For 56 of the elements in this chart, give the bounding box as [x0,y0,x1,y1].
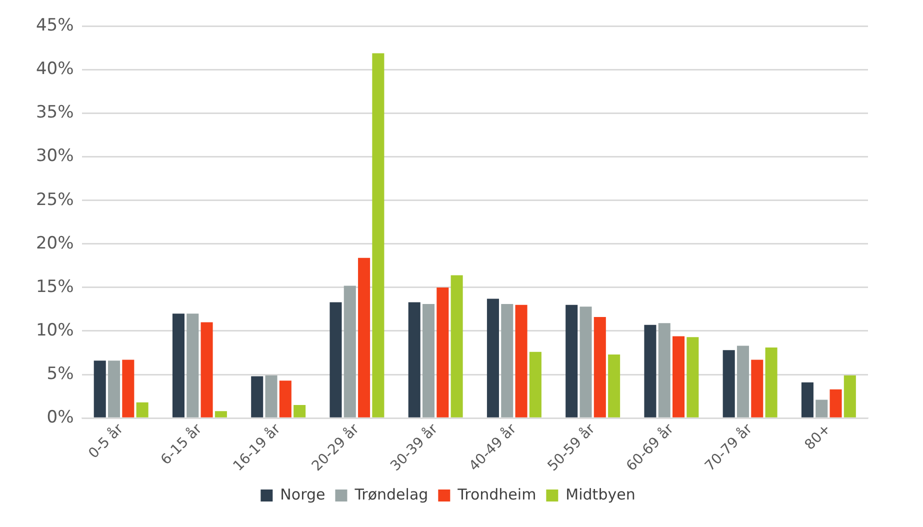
legend-label: Trøndelag [354,485,428,504]
bar [486,298,499,418]
bar [566,304,578,418]
bar [658,323,670,418]
bar [344,286,356,418]
bar [408,302,420,418]
bar [529,352,542,418]
bar [830,389,842,418]
y-tick-label: 10% [36,320,74,340]
y-tick-label: 40% [36,59,74,80]
y-tick-label: 20% [36,233,74,254]
bar [422,304,435,418]
bar [200,322,213,418]
bar [765,348,778,418]
bar [608,354,620,418]
bar [450,275,463,418]
bar [294,405,306,418]
y-tick-label: 25% [36,190,74,210]
bar [594,317,606,418]
bar [816,400,828,418]
bar [279,380,292,418]
legend-label: Midtbyen [566,485,636,504]
bar [136,402,148,418]
bar [330,302,342,418]
bar [436,287,449,418]
bar [844,375,856,418]
bar [172,314,185,418]
bar [672,336,685,418]
y-tick-label: 0% [46,407,74,428]
x-tick-label: 0-5 år [85,420,127,462]
bar [501,304,514,418]
bar [122,360,134,418]
y-tick-label: 5% [46,364,74,384]
bar [108,360,120,418]
legend-label: Trondheim [456,485,536,504]
bar [722,350,735,418]
bar [186,314,199,418]
bar [94,360,106,418]
bar [580,306,592,418]
bar [751,360,764,418]
bar [644,324,656,418]
y-tick-label: 15% [36,276,74,297]
y-tick-label: 30% [36,146,74,166]
bar [265,375,278,418]
y-tick-label: 45% [36,16,74,36]
bar [686,337,699,418]
bar [251,376,264,418]
bar [372,53,384,418]
legend-label: Norge [280,485,326,504]
bar [515,304,528,418]
bar [801,382,814,418]
x-tick-label: 80+ [802,421,834,454]
bar [214,411,227,418]
bar [358,258,370,418]
y-tick-label: 35% [36,102,74,123]
bar [736,346,750,418]
